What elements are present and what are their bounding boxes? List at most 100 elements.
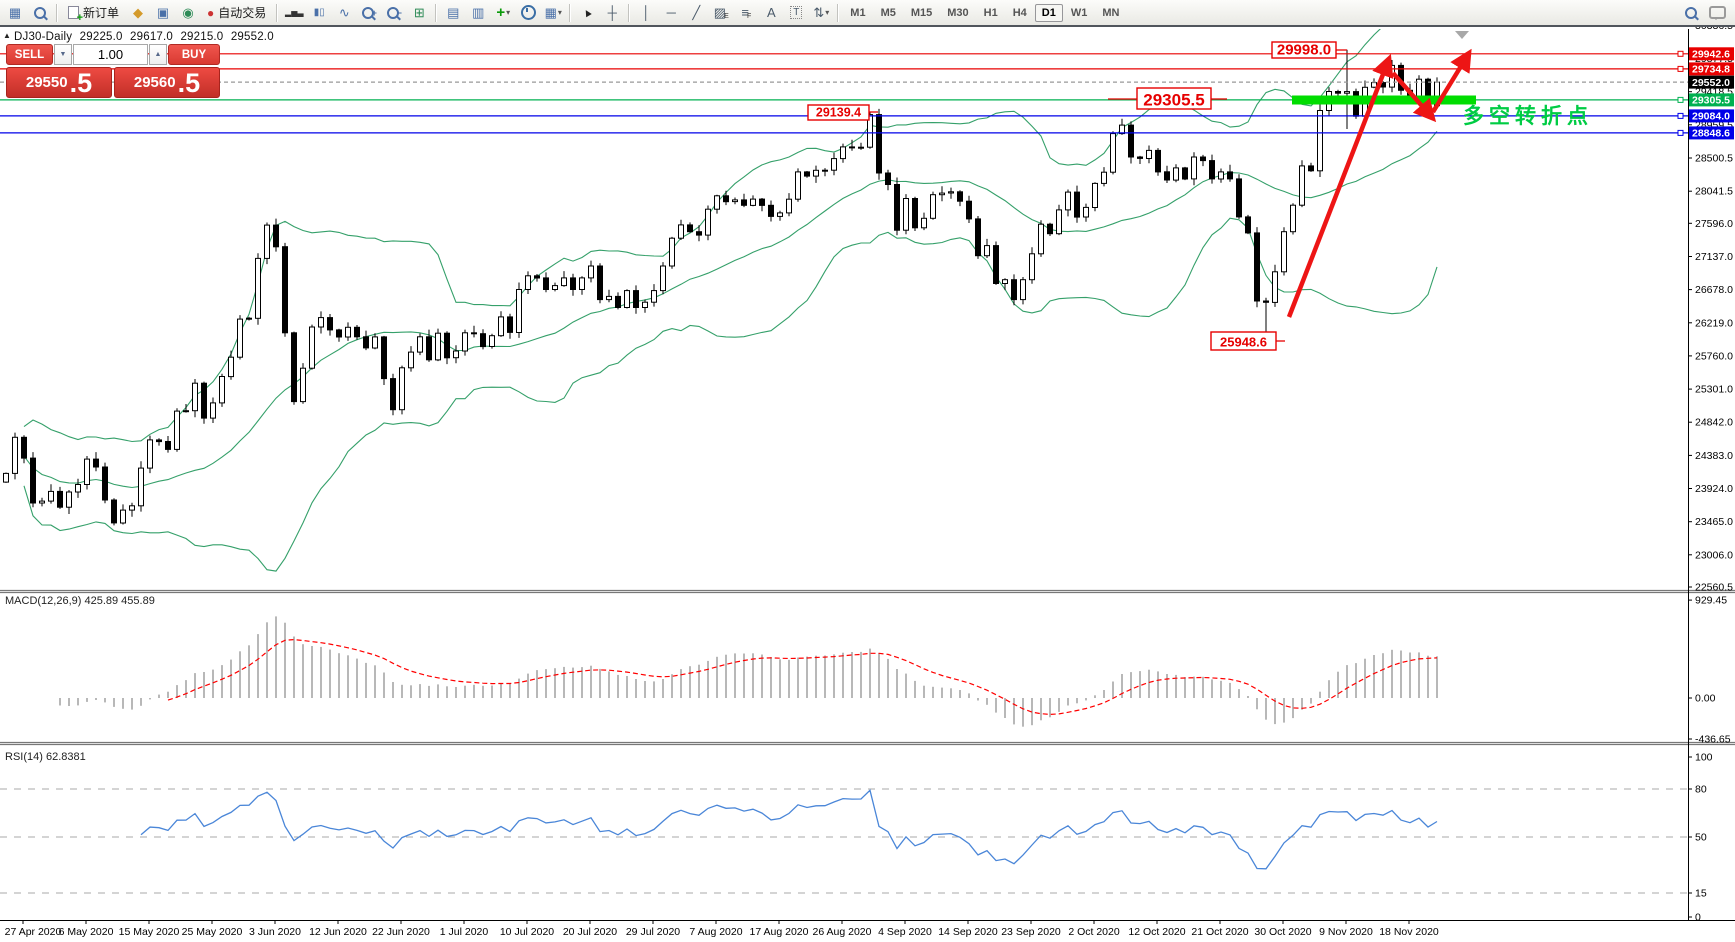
sell-price: 29550 [25,74,68,91]
price-annotation[interactable]: 29139.4 [807,104,870,121]
volume-decrease-button[interactable]: ▼ [54,44,72,65]
svg-text:27 Apr 2020: 27 Apr 2020 [5,926,62,937]
timeframe-m1[interactable]: M1 [850,6,866,19]
timeframe-m30[interactable]: M30 [947,6,969,19]
line-handle[interactable] [1677,129,1684,136]
trendline-tool-button[interactable]: ╱ [684,2,708,24]
data-window-button[interactable]: ▤ [441,2,465,24]
horizontal-line-tool-button[interactable]: ─ [659,2,683,24]
indicators-button[interactable]: + ▾ [491,2,515,24]
autotrade-button[interactable]: ● 自动交易 [201,2,272,24]
chart-window-button[interactable]: ▦ [3,2,27,24]
axis-price-badge: 29942.6 [1689,47,1734,61]
periods-button[interactable] [516,2,540,24]
buy-button[interactable]: BUY [168,44,220,65]
line-handle[interactable] [1677,65,1684,72]
crosshair-tool-button[interactable]: ┼ [600,2,624,24]
text-tool-button[interactable]: A [759,2,783,24]
trend-arrow[interactable] [1431,48,1472,114]
timeframe-h1[interactable]: H1 [983,6,998,19]
new-order-button[interactable]: 新订单 [62,2,125,24]
trend-arrow[interactable] [1391,71,1437,123]
volume-increase-button[interactable]: ▲ [149,44,167,65]
svg-text:29998.0: 29998.0 [1277,42,1331,59]
svg-text:29305.5: 29305.5 [1143,91,1204,110]
market-watch-button[interactable] [28,2,52,24]
timeframe-w1[interactable]: W1 [1070,6,1088,19]
svg-text:80: 80 [1695,784,1707,796]
channel-tool-button[interactable]: ▨ E [709,2,733,24]
indicators-plus-icon: + [496,4,506,21]
svg-text:25 May 2020: 25 May 2020 [182,926,243,937]
zoom-out-button[interactable]: − [382,2,406,24]
price-annotation[interactable]: 29305.5 [1136,87,1212,110]
buy-price: 29560 [133,74,176,91]
price-annotation[interactable]: 29998.0 [1271,41,1337,59]
sell-price-panel[interactable]: 29550.5 [6,67,112,98]
chat-button[interactable] [1703,2,1728,24]
signals-button[interactable]: ◉ [176,2,200,24]
timeframe-mn[interactable]: MN [1102,6,1120,19]
data-window-icon: ▤ [447,5,460,20]
line-chart-button[interactable]: ∿ [332,2,356,24]
paint-bucket-icon: ◆ [133,5,144,20]
chevron-down-icon: ▾ [557,8,562,17]
cursor-tool-button[interactable]: ▲ [575,2,599,24]
svg-text:29942.6: 29942.6 [1692,49,1730,61]
ohlc-high: 29617.0 [130,31,174,43]
axis-price-badge: 29084.0 [1689,109,1734,123]
toolbar: ▦ 新订单 ◆ ▣ ◉ ●自动交易 ▂▅▃ ▮▯ ∿ + − ⊞ ▤ ▥ +▾ … [0,0,1735,27]
rsi-label: RSI(14) 62.8381 [5,751,86,763]
chevron-down-icon: ▾ [506,8,511,17]
svg-text:29139.4: 29139.4 [816,106,861,120]
tile-windows-button[interactable]: ⊞ [407,2,431,24]
price-annotation[interactable]: 25948.6 [1210,331,1277,351]
timeframe-m5[interactable]: M5 [880,6,896,19]
arrows-tool-button[interactable]: ⇅ ▾ [809,2,833,24]
svg-text:1 Jul 2020: 1 Jul 2020 [440,926,489,937]
expert-advisors-button[interactable]: ▣ [151,2,175,24]
collapse-arrow[interactable]: ▲ [3,31,11,40]
templates-button[interactable]: ▦ ▾ [541,2,565,24]
timeframe-h4[interactable]: H4 [1012,6,1027,19]
svg-text:23006.0: 23006.0 [1695,549,1733,561]
toolbar-separator [628,3,631,22]
candle-chart-button[interactable]: ▮▯ [307,2,331,24]
svg-text:22 Jun 2020: 22 Jun 2020 [372,926,430,937]
chart-shift-marker[interactable] [1455,31,1469,39]
plus-glyph: + [371,7,377,18]
styles-button[interactable]: ◆ [126,2,150,24]
svg-text:20 Jul 2020: 20 Jul 2020 [563,926,617,937]
trend-arrow[interactable] [1286,53,1394,318]
search-icon [1685,6,1697,19]
svg-text:26678.0: 26678.0 [1695,284,1733,296]
buy-price-panel[interactable]: 29560.5 [114,67,220,98]
svg-text:26219.0: 26219.0 [1695,317,1733,329]
svg-text:24842.0: 24842.0 [1695,417,1733,429]
timeframe-m15[interactable]: M15 [910,6,933,19]
fibonacci-tool-button[interactable]: ≡ F [734,2,758,24]
sell-button[interactable]: SELL [6,44,53,65]
line-handle[interactable] [1677,112,1684,119]
zoom-in-button[interactable]: + [357,2,381,24]
label-tool-button[interactable]: T [784,2,808,24]
svg-text:28848.6: 28848.6 [1692,128,1730,140]
timeframe-d1[interactable]: D1 [1034,3,1063,22]
magnifier-icon [34,6,46,19]
volume-input[interactable]: 1.00 [73,44,148,65]
vertical-line-tool-button[interactable]: │ [634,2,658,24]
fibo-sub-label: F [746,13,752,20]
toolbar-separator [569,3,572,22]
bar-chart-button[interactable]: ▂▅▃ [282,2,306,24]
macd-label: MACD(12,26,9) 425.89 455.89 [5,595,155,607]
navigator-button[interactable]: ▥ [466,2,490,24]
line-handle[interactable] [1677,96,1684,103]
autotrade-icon: ● [207,5,215,20]
search-button[interactable] [1679,2,1703,24]
turning-point-label[interactable]: 多空转折点 [1463,104,1593,128]
svg-text:14 Sep 2020: 14 Sep 2020 [938,926,998,937]
line-handle[interactable] [1677,50,1684,57]
buy-price-fraction: .5 [177,68,201,98]
